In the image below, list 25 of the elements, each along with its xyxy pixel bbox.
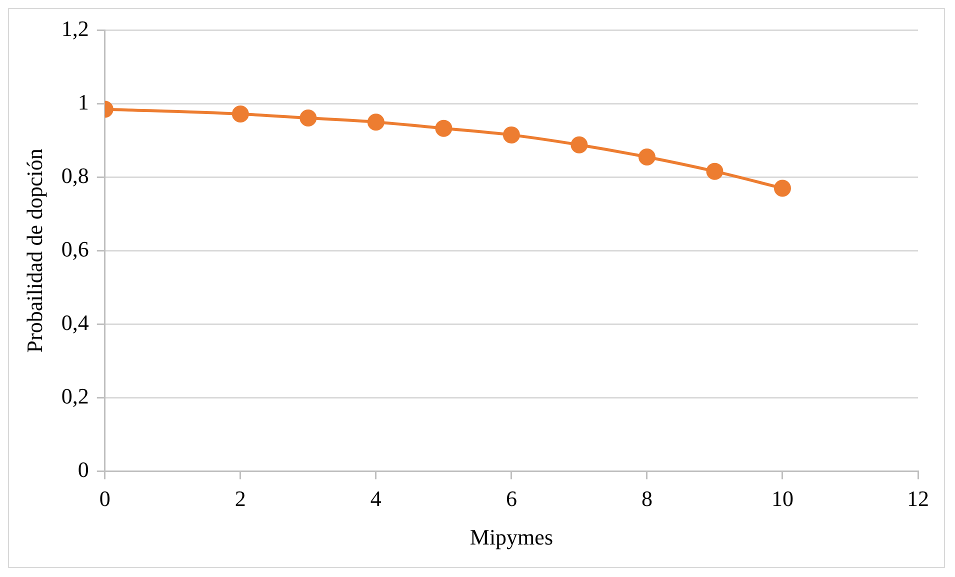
y-tick-label: 0	[78, 456, 89, 482]
x-tick-label: 12	[907, 486, 929, 512]
point	[300, 110, 317, 127]
y-tick-label: 1,2	[61, 16, 89, 41]
x-tick-label: 10	[771, 486, 794, 512]
x-tick-label: 0	[99, 486, 110, 512]
point	[570, 136, 588, 154]
y-tick-label: 0,2	[61, 383, 89, 408]
point	[502, 126, 520, 144]
point	[367, 114, 384, 131]
x-axis-title: Mipymes	[470, 524, 554, 550]
y-tick-label: 0,4	[61, 310, 89, 335]
x-tick-label: 8	[641, 486, 652, 512]
point	[232, 105, 249, 122]
point	[706, 162, 724, 180]
x-tick-label: 2	[234, 486, 246, 512]
x-tick-label: 6	[506, 486, 517, 512]
point	[774, 180, 791, 197]
y-tick-label: 0,6	[61, 236, 89, 262]
point	[435, 120, 452, 137]
y-tick-label: 1	[78, 89, 89, 114]
point	[638, 148, 656, 166]
x-tick-label: 4	[370, 486, 382, 512]
y-axis-title: Probailidad de dopción	[22, 148, 47, 353]
y-tick-label: 0,8	[61, 162, 89, 188]
